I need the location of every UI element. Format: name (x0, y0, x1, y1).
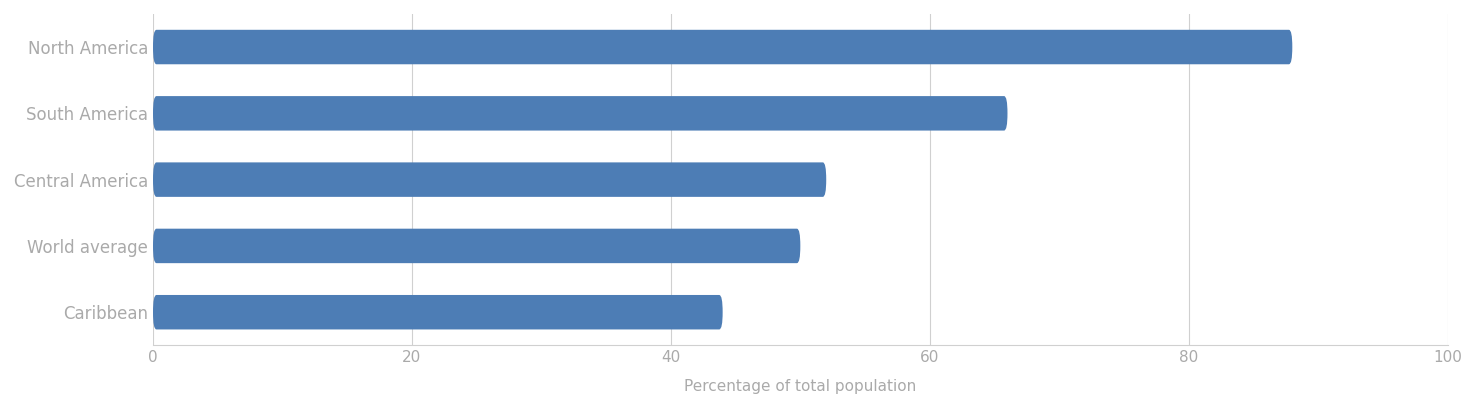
FancyBboxPatch shape (154, 96, 1008, 131)
FancyBboxPatch shape (154, 228, 800, 263)
FancyBboxPatch shape (154, 295, 723, 329)
FancyBboxPatch shape (154, 162, 827, 197)
X-axis label: Percentage of total population: Percentage of total population (685, 379, 917, 394)
FancyBboxPatch shape (154, 30, 1293, 64)
